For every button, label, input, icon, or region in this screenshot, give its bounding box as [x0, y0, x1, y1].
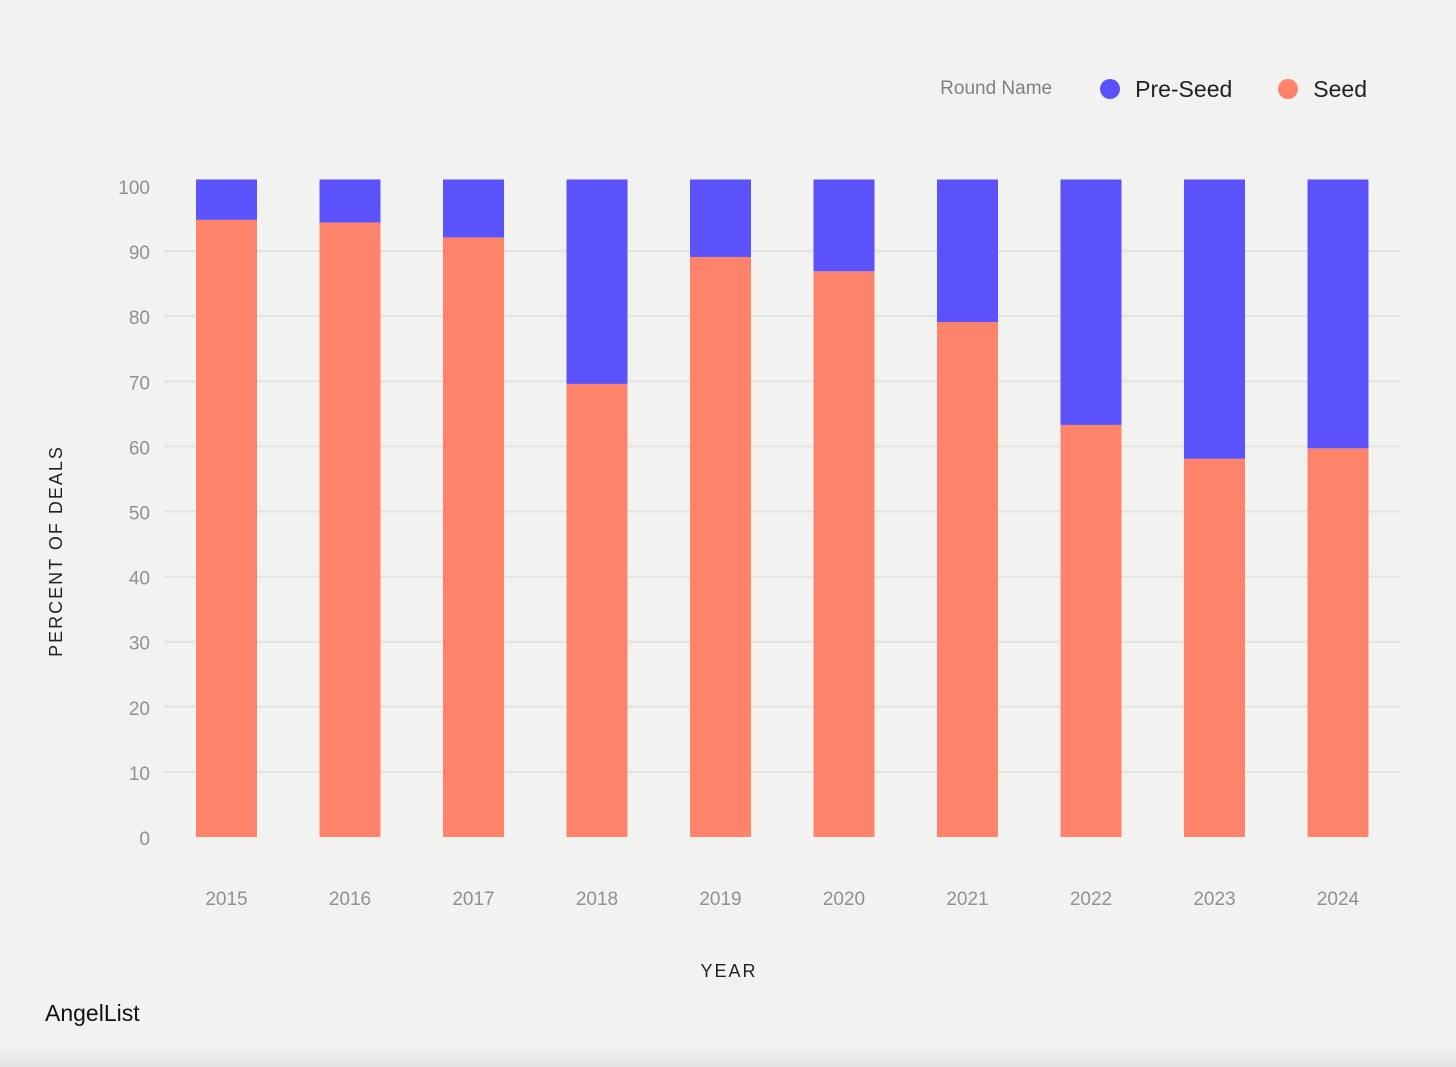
legend: Round Name Pre-Seed Seed: [940, 74, 1367, 104]
x-tick-label: 2020: [823, 889, 865, 910]
x-tick-label: 2021: [946, 889, 988, 910]
y-tick-label: 30: [129, 634, 150, 655]
legend-item-pre-seed[interactable]: Pre-Seed: [1100, 76, 1232, 103]
x-tick-label: 2022: [1070, 889, 1112, 910]
bar-seed-2022: [1060, 424, 1122, 837]
y-tick-label: 60: [129, 438, 150, 459]
bar-pre-seed-2018: [566, 179, 628, 384]
bar-pre-seed-2017: [443, 179, 504, 238]
bar-pre-seed-2019: [690, 179, 751, 257]
x-tick-label: 2018: [576, 889, 618, 910]
bar-pre-seed-2022: [1060, 179, 1122, 425]
bar-pre-seed-2024: [1307, 179, 1369, 449]
bar-seed-2018: [566, 383, 628, 837]
x-tick-label: 2017: [452, 889, 494, 910]
bar-pre-seed-2020: [813, 179, 875, 272]
bar-seed-2023: [1184, 458, 1245, 837]
y-tick-label: 90: [129, 243, 150, 264]
y-tick-label: 0: [139, 829, 150, 850]
pre-seed-dot-icon: [1100, 79, 1121, 99]
y-tick-label: 20: [129, 699, 150, 720]
x-tick-label: 2024: [1317, 889, 1360, 910]
x-tick-label: 2015: [205, 889, 247, 910]
legend-item-seed[interactable]: Seed: [1278, 76, 1367, 103]
bar-seed-2016: [319, 222, 381, 837]
bottom-shade: [0, 1045, 1456, 1067]
seed-dot-icon: [1278, 79, 1299, 99]
x-tick-label: 2016: [329, 889, 371, 910]
x-axis-label: YEAR: [700, 961, 757, 981]
bar-seed-2020: [813, 271, 875, 837]
bar-seed-2015: [196, 219, 257, 838]
bars: [196, 179, 1369, 838]
y-tick-label: 10: [129, 764, 150, 785]
y-tick-label: 80: [129, 308, 150, 329]
y-tick-label: 70: [129, 373, 150, 394]
bar-pre-seed-2016: [319, 179, 381, 223]
brand-logo-text: AngelList: [45, 1000, 140, 1026]
bar-pre-seed-2023: [1184, 179, 1245, 459]
legend-title: Round Name: [940, 78, 1053, 99]
bar-pre-seed-2015: [196, 179, 257, 220]
legend-label-seed: Seed: [1313, 75, 1367, 102]
y-tick-label: 50: [129, 504, 150, 525]
bar-seed-2024: [1307, 448, 1369, 837]
y-tick-label: 100: [118, 178, 150, 199]
bar-seed-2019: [690, 256, 751, 838]
bar-pre-seed-2021: [937, 179, 998, 323]
y-axis-ticks: 0 10 20 30 40 50 60 70 80 90 100: [118, 178, 150, 850]
bar-seed-2017: [443, 237, 504, 837]
x-tick-label: 2023: [1193, 889, 1235, 910]
x-tick-label: 2019: [699, 889, 741, 910]
legend-label-pre-seed: Pre-Seed: [1135, 75, 1233, 102]
y-tick-label: 40: [129, 569, 150, 590]
x-axis-ticks: 2015 2016 2017 2018 2019 2020 2021 2022 2023 2024: [205, 889, 1359, 910]
bar-seed-2021: [937, 322, 998, 838]
y-axis-label: PERCENT OF DEALS: [46, 445, 66, 657]
